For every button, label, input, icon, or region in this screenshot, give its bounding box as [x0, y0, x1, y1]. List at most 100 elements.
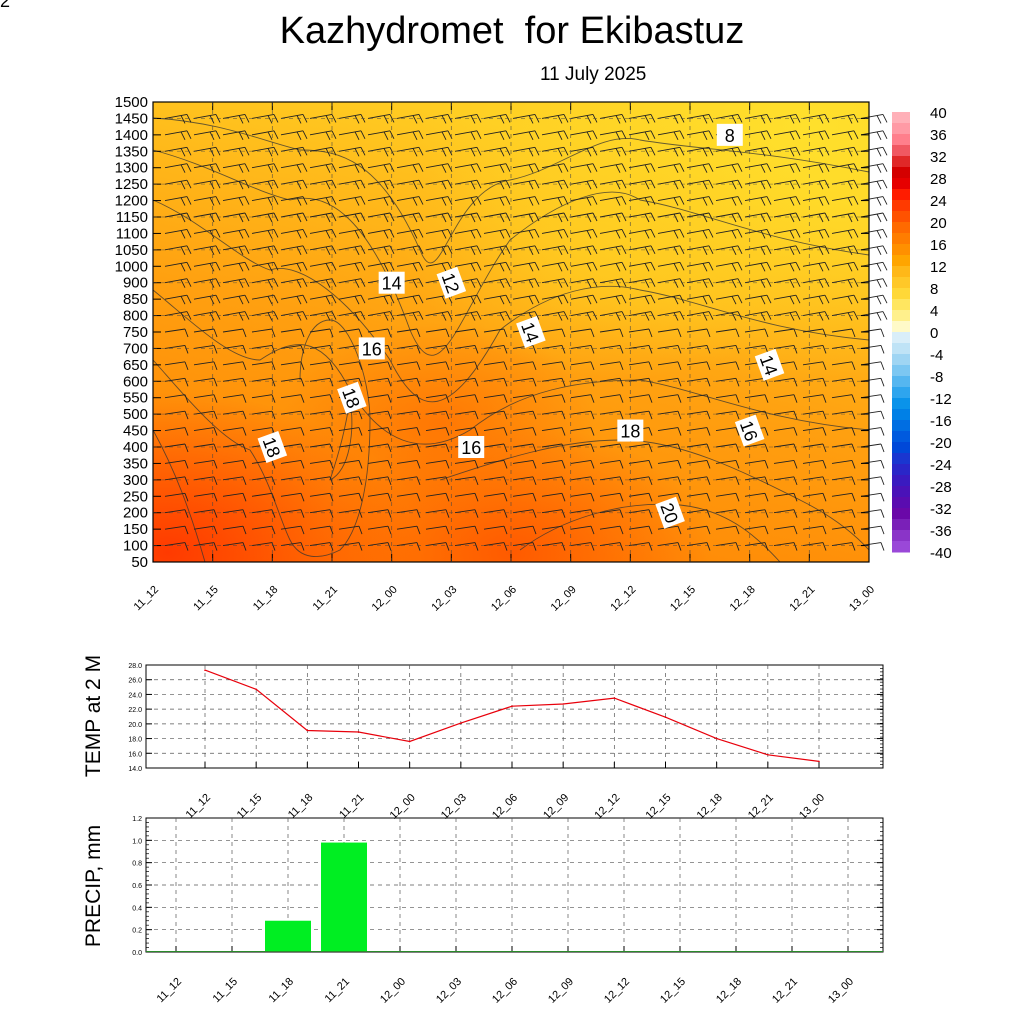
wind-barb — [657, 525, 682, 535]
wind-barb — [251, 410, 276, 420]
wind-barb — [367, 294, 395, 305]
wind-barb — [222, 311, 250, 321]
colorbar-label: -16 — [930, 413, 952, 430]
wind-barb — [164, 459, 189, 469]
contour-line — [152, 289, 870, 445]
colorbar-swatch — [892, 497, 910, 509]
wind-barb — [744, 294, 772, 305]
wind-barb — [280, 228, 308, 239]
wind-barb — [164, 328, 189, 338]
contour-label-bg — [358, 337, 385, 360]
wind-barb — [512, 525, 537, 535]
wind-barb — [831, 410, 856, 420]
wind-barb — [831, 344, 856, 354]
wind-barb — [599, 476, 624, 486]
wind-barb — [715, 344, 740, 354]
colorbar-swatch — [892, 288, 910, 300]
wind-barb — [309, 228, 337, 239]
y-tick-label: 16.0 — [128, 751, 142, 758]
wind-barb — [657, 377, 682, 387]
wind-barb — [454, 163, 482, 173]
wind-barb — [773, 196, 801, 206]
colorbar-label: -24 — [930, 457, 952, 474]
wind-barb — [570, 542, 595, 551]
colorbar-swatch — [892, 321, 910, 333]
wind-barb — [396, 443, 421, 453]
wind-barb — [396, 525, 421, 535]
wind-barb — [860, 278, 888, 288]
wind-barb — [715, 377, 740, 387]
contour-label-bg — [0, 0, 13, 11]
wind-barb — [193, 492, 218, 502]
contour-line — [152, 117, 870, 264]
contour-label: 18 — [617, 419, 644, 442]
wind-barb — [454, 328, 479, 338]
wind-barb — [773, 179, 801, 190]
wind-barb — [860, 113, 888, 124]
wind-barb — [251, 294, 279, 305]
wind-barb — [628, 492, 653, 502]
wind-barb — [831, 163, 859, 173]
wind-barb — [744, 410, 769, 420]
wind-barb — [570, 459, 595, 469]
wind-barb — [338, 294, 366, 305]
wind-barb — [715, 294, 743, 305]
y-tick-label: 22.0 — [128, 707, 142, 714]
wind-barb — [541, 394, 566, 403]
contour-label-text: 8 — [725, 126, 735, 146]
wind-barb — [860, 179, 888, 190]
wind-barb — [744, 492, 769, 502]
y-tick-label: 300 — [123, 472, 148, 489]
colorbar-label: -12 — [930, 391, 952, 408]
wind-barb — [338, 377, 363, 387]
precipitation-panel: PRECIP, mm 1.2 1.0 0.8 0.6 0.4 0.2 0.0 11_12 11_… — [82, 816, 884, 1006]
wind-barb — [831, 328, 856, 338]
wind-barb — [222, 361, 247, 371]
wind-barb — [309, 427, 334, 436]
temperature-point — [204, 669, 206, 671]
wind-barb — [773, 328, 798, 338]
x-tick-label: 11_12 — [155, 976, 185, 1006]
wind-barb — [396, 261, 424, 272]
wind-barb — [512, 492, 537, 502]
temperature-point — [460, 722, 462, 724]
wind-barb — [657, 163, 685, 173]
colorbar-swatch — [892, 233, 910, 245]
wind-barb — [222, 163, 250, 173]
wind-barb — [802, 509, 827, 518]
wind-barb — [657, 261, 685, 272]
contour-label-bg — [516, 316, 546, 348]
contour-label-bg — [655, 496, 685, 529]
wind-barb — [338, 542, 363, 551]
wind-barb — [454, 509, 479, 518]
wind-barb — [599, 509, 624, 518]
wind-barb — [164, 130, 192, 141]
x-tick-label: 11_15 — [191, 584, 221, 614]
precip-bar — [265, 920, 311, 952]
wind-barb — [338, 509, 363, 518]
wind-barb — [164, 394, 189, 403]
wind-barb — [454, 410, 479, 420]
wind-barb — [541, 542, 566, 551]
wind-barb — [396, 228, 424, 239]
contour-label-bg — [734, 414, 765, 447]
y-tick-label: 0.2 — [132, 928, 142, 935]
wind-barb — [657, 196, 685, 206]
wind-barb — [541, 459, 566, 469]
wind-barb — [744, 130, 772, 141]
wind-barb — [715, 361, 740, 371]
contour-label: 14 — [378, 271, 405, 294]
wind-barb — [222, 328, 247, 338]
wind-barb — [425, 394, 450, 403]
wind-barb — [686, 278, 714, 288]
wind-barb — [599, 443, 624, 453]
y-tick-label: 18.0 — [128, 737, 142, 744]
wind-barb — [831, 427, 856, 436]
wind-barb — [396, 328, 421, 338]
wind-barb — [570, 525, 595, 535]
wind-barb — [860, 311, 888, 321]
x-tick-label: 12_00 — [378, 976, 408, 1006]
wind-barb — [541, 476, 566, 486]
wind-barb — [483, 294, 511, 305]
wind-barb — [686, 212, 714, 223]
